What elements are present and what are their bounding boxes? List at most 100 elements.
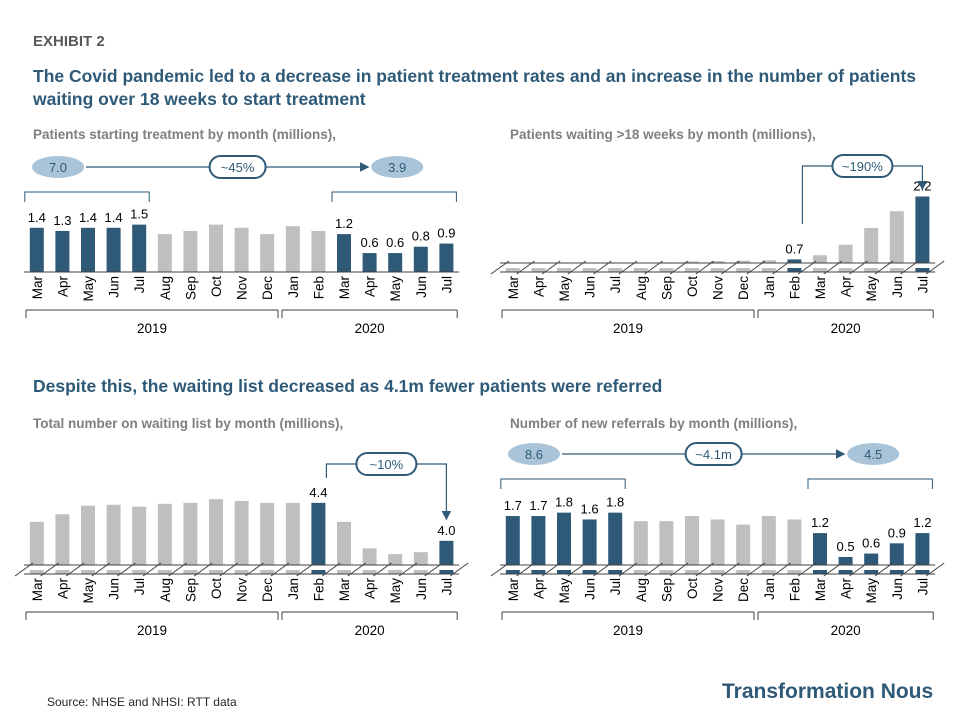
- year-label-2019: 2019: [137, 321, 167, 336]
- tick-label-aug-5: Aug: [634, 578, 649, 602]
- axis-break-slash: [14, 562, 34, 577]
- chart-title-waiting-18w: Patients waiting >18 weeks by month (mil…: [510, 127, 816, 142]
- axis-break-slash: [593, 562, 612, 577]
- bar-jun-15: [413, 246, 428, 272]
- axis-break-slash: [849, 562, 868, 577]
- tick-label-aug-5: Aug: [158, 578, 173, 602]
- axis-break-slash: [567, 260, 587, 275]
- axis-break-slash: [669, 260, 689, 275]
- bar-may-2: [557, 264, 571, 272]
- bar-feb-11: [787, 519, 802, 574]
- data-label-15: 0.9: [888, 525, 906, 540]
- change-pill-label: ~190%: [842, 159, 883, 174]
- bar-mar-12: [337, 234, 351, 272]
- tick-label-dec-9: Dec: [260, 578, 275, 602]
- tick-label-oct-7: Oct: [209, 276, 224, 297]
- data-label-16: 0.9: [437, 226, 455, 241]
- axis-break-slash: [65, 562, 85, 577]
- axis-break-slash: [695, 260, 715, 275]
- tick-label-may-14: May: [388, 276, 403, 302]
- bar-mar-0: [505, 516, 520, 574]
- axis-break-slash: [541, 562, 561, 577]
- bar-sep-6: [183, 502, 198, 574]
- bar-jul-4: [132, 224, 147, 272]
- axis-break-slash: [490, 562, 510, 577]
- axis-break-slash: [373, 562, 392, 577]
- tick-label-jul-4: Jul: [132, 578, 147, 595]
- data-label-12: 1.2: [811, 515, 829, 530]
- tick-label-nov-8: Nov: [235, 578, 250, 602]
- bar-nov-8: [234, 227, 249, 272]
- axis-break-slash: [91, 562, 111, 577]
- tick-label-may-2: May: [557, 276, 572, 302]
- bar-jul-16: [439, 243, 454, 272]
- axis-break-slash: [618, 562, 638, 577]
- bubble-after: [847, 443, 900, 465]
- axis-break-gap: [500, 263, 936, 268]
- year-label-2020: 2020: [831, 623, 861, 638]
- axis-break-gap: [500, 565, 936, 570]
- axis-break-slash: [296, 562, 315, 577]
- bubble-after: [371, 156, 424, 178]
- bar-dec-9: [736, 524, 751, 574]
- bar-nov-8: [234, 500, 249, 574]
- bar-jan-10: [285, 502, 300, 574]
- axis-break-slash: [772, 562, 791, 577]
- tick-label-jul-4: Jul: [608, 578, 623, 595]
- tick-label-may-14: May: [388, 578, 403, 604]
- bar-oct-7: [685, 516, 699, 574]
- axis-break-slash: [618, 260, 638, 275]
- tick-label-feb-11: Feb: [311, 578, 326, 601]
- bracket-left: [24, 191, 150, 202]
- data-label-16: 1.2: [913, 515, 931, 530]
- tick-label-apr-1: Apr: [55, 578, 70, 600]
- change-pill: [831, 154, 894, 178]
- axis-break-slash: [347, 562, 367, 577]
- axis-break-slash: [874, 260, 894, 275]
- bar-dec-9: [260, 502, 275, 574]
- data-label-14: 0.6: [862, 536, 880, 551]
- bubble-after-label: 4.5: [864, 447, 882, 462]
- data-label-0: 1.7: [504, 498, 522, 513]
- axis-break-slash: [449, 562, 469, 577]
- tick-label-mar-12: Mar: [813, 275, 828, 299]
- bar-feb-11: [311, 502, 326, 574]
- bar-mar-12: [337, 521, 351, 574]
- axis-break-slash: [398, 562, 418, 577]
- tick-label-sep-6: Sep: [183, 578, 198, 602]
- axis-break-slash: [567, 562, 587, 577]
- bar-jun-3: [106, 504, 121, 574]
- tick-label-may-2: May: [81, 276, 96, 302]
- brand-logo: Transformation Nous: [722, 680, 934, 703]
- bar-apr-1: [55, 514, 70, 574]
- tick-label-sep-6: Sep: [183, 276, 198, 300]
- data-label-4: 1.8: [606, 495, 624, 510]
- axis-break-slash: [593, 260, 612, 275]
- bar-aug-5: [157, 234, 172, 272]
- tick-label-apr-13: Apr: [839, 276, 854, 298]
- tick-label-nov-8: Nov: [711, 276, 726, 300]
- bar-may-14: [388, 253, 403, 272]
- tick-label-feb-11: Feb: [311, 276, 326, 299]
- bar-mar-0: [29, 521, 44, 574]
- tick-label-aug-5: Aug: [634, 276, 649, 300]
- chart-title-referrals: Number of new referrals by month (millio…: [510, 416, 798, 431]
- change-pill-label: ~10%: [370, 457, 404, 472]
- change-pill-label: ~45%: [221, 160, 255, 175]
- tick-label-jan-10: Jan: [762, 276, 777, 298]
- chart-title-waiting-list: Total number on waiting list by month (m…: [33, 416, 344, 431]
- tick-label-jun-15: Jun: [890, 276, 905, 298]
- data-label-16: 4.0: [437, 523, 455, 538]
- axis-break-slash: [644, 260, 663, 275]
- data-label-12: 1.2: [335, 216, 353, 231]
- bar-apr-1: [55, 230, 70, 272]
- tick-label-jul-4: Jul: [132, 276, 147, 293]
- tick-label-apr-1: Apr: [531, 276, 546, 298]
- chart-title-treatment: Patients starting treatment by month (mi…: [33, 127, 337, 142]
- year-label-2020: 2020: [831, 321, 861, 336]
- tick-label-jul-16: Jul: [915, 276, 930, 293]
